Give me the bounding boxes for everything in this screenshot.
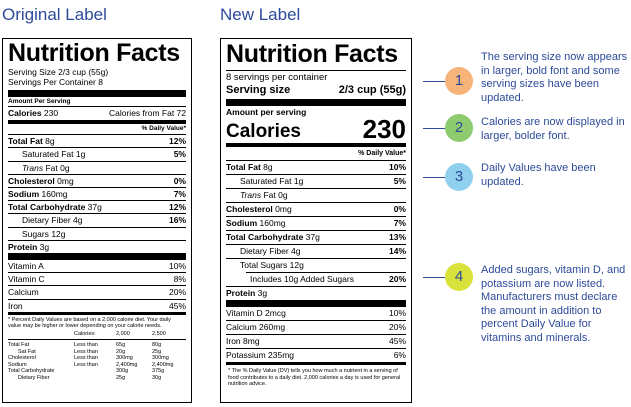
original-row-total-carb: Total Carbohydrate 37g 12% <box>8 200 186 213</box>
original-row-sodium: Sodium 160mg 7% <box>8 187 186 200</box>
new-row-vitamin-d: Vitamin D 2mcg 10% <box>226 308 406 318</box>
new-servings: 8 servings per container <box>226 72 328 83</box>
callout-2-text: Calories are now displayed in larger, bo… <box>481 116 625 142</box>
callout-3-badge: 3 <box>445 163 473 191</box>
callout-3: 3 Daily Values have been updated. <box>423 162 628 202</box>
original-row-protein: Protein 3g <box>8 239 186 253</box>
new-row-total-carb: Total Carbohydrate 37g 13% <box>226 230 406 242</box>
new-serving-size-value: 2/3 cup (55g) <box>338 84 406 96</box>
new-row-sat-fat: Saturated Fat 1g 5% <box>226 174 406 188</box>
new-serving-size-row: Serving size 2/3 cup (55g) <box>226 84 406 97</box>
original-row-sugars: Sugars 12g <box>8 226 186 240</box>
new-footnote: * The % Daily Value (DV) tells you how m… <box>228 368 401 387</box>
new-nutrition-label: Nutrition Facts 8 servings per container… <box>220 38 412 403</box>
new-row-iron: Iron 8mg 45% <box>226 334 406 346</box>
new-calories-label: Calories <box>226 121 301 142</box>
callout-4-text: Added sugars, vitamin D, and potassium a… <box>481 264 626 344</box>
new-row-added-sugars: Includes 10g Added Sugars 20% <box>246 272 406 286</box>
original-calories-label: Calories <box>8 108 42 118</box>
new-amount-per-serving: Amount per serving <box>226 107 307 117</box>
original-row-vitamin-c: Vitamin C 8% <box>8 272 186 285</box>
new-label-heading: New Label <box>220 5 301 24</box>
new-row-fiber: Dietary Fiber 4g 14% <box>226 244 406 258</box>
original-footnote-table: Total Fat Less than 65g 80g Sat Fat Less tha… <box>8 342 174 381</box>
new-row-total-fat: Total Fat 8g 10% <box>226 160 406 172</box>
new-title: Nutrition Facts <box>226 40 398 68</box>
new-dv-header: % Daily Value* <box>358 150 406 157</box>
original-title: Nutrition Facts <box>8 39 180 67</box>
original-calories-value: 230 <box>43 108 59 118</box>
original-row-fiber: Dietary Fiber 4g 16% <box>8 213 186 226</box>
new-row-calcium: Calcium 260mg 20% <box>226 320 406 332</box>
new-calories-value: 230 <box>362 114 406 144</box>
callout-1-badge: 1 <box>445 67 473 95</box>
original-nutrition-label: Nutrition Facts Serving Size 2/3 cup (55… <box>2 38 192 403</box>
callout-3-connector <box>423 177 447 178</box>
new-row-protein: Protein 3g <box>226 286 406 300</box>
original-row-sat-fat: Saturated Fat 1g 5% <box>8 147 186 160</box>
original-row-calcium: Calcium 20% <box>8 285 186 298</box>
original-row-trans-fat: Trans Fat 0g <box>8 160 186 174</box>
callout-1-text: The serving size now appears in larger, … <box>481 51 628 104</box>
new-row-sodium: Sodium 160mg 7% <box>226 216 406 228</box>
original-calories-fat: Calories from Fat 72 <box>109 108 186 118</box>
new-row-total-sugars: Total Sugars 12g <box>226 258 406 272</box>
original-footnote: * Percent Daily Values are based on a 2,… <box>8 316 171 330</box>
callout-3-text: Daily Values have been updated. <box>481 162 596 188</box>
new-calories-row: Calories 230 <box>226 114 406 144</box>
original-row-iron: Iron 45% <box>8 298 186 311</box>
original-footnote-header: Calories: 2,000 2,500 <box>74 330 166 337</box>
callout-2-connector <box>423 128 447 129</box>
original-serving-size: Serving Size 2/3 cup (55g) <box>8 67 109 77</box>
callout-4: 4 Added sugars, vitamin D, and potassium… <box>423 262 628 372</box>
original-calories-row: Calories 230 Calories from Fat 72 <box>8 106 186 119</box>
original-amount-per-serving: Amount Per Serving <box>8 98 71 105</box>
new-row-trans-fat: Trans Fat 0g <box>226 188 406 202</box>
callout-1: 1 The serving size now appears in larger… <box>423 51 628 117</box>
callout-4-connector <box>423 277 447 278</box>
original-label-heading: Original Label <box>2 5 107 24</box>
new-row-potassium: Potassium 235mg 6% <box>226 348 406 360</box>
original-servings: Servings Per Container 8 <box>8 77 103 87</box>
callout-1-connector <box>423 81 447 82</box>
callout-4-badge: 4 <box>445 263 473 291</box>
callout-2-badge: 2 <box>445 114 473 142</box>
original-row-vitamin-a: Vitamin A 10% <box>8 261 186 272</box>
callout-2: 2 Calories are now displayed in larger, … <box>423 113 628 153</box>
original-row-cholesterol: Cholesterol 0mg 0% <box>8 173 186 186</box>
new-serving-size-label: Serving size <box>226 84 291 96</box>
original-row-total-fat: Total Fat 8g 12% <box>8 134 186 147</box>
new-row-cholesterol: Cholesterol 0mg 0% <box>226 202 406 214</box>
original-dv-header: % Daily Value* <box>141 125 186 133</box>
